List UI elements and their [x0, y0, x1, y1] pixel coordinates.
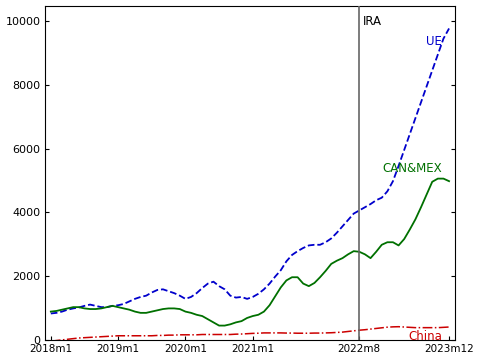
China — [182, 333, 188, 337]
CAN&MEX — [323, 269, 328, 273]
China — [317, 331, 323, 335]
CAN&MEX — [418, 205, 424, 210]
CAN&MEX — [182, 310, 188, 314]
China — [104, 334, 110, 338]
Text: China: China — [408, 330, 443, 343]
China — [272, 331, 278, 335]
China — [48, 339, 54, 343]
CAN&MEX — [435, 176, 441, 181]
China — [300, 331, 306, 336]
UE — [446, 26, 452, 31]
China — [143, 334, 149, 338]
Line: China: China — [51, 327, 449, 341]
CAN&MEX — [216, 323, 222, 328]
CAN&MEX — [446, 179, 452, 183]
Text: UE: UE — [426, 35, 443, 48]
China — [396, 324, 401, 329]
China — [446, 325, 452, 329]
Line: UE: UE — [51, 28, 449, 314]
UE — [317, 243, 323, 247]
CAN&MEX — [306, 284, 312, 288]
UE — [182, 297, 188, 301]
Text: IRA: IRA — [363, 15, 382, 28]
UE — [48, 311, 54, 316]
CAN&MEX — [104, 305, 110, 309]
UE — [272, 274, 278, 279]
Line: CAN&MEX: CAN&MEX — [51, 179, 449, 325]
CAN&MEX — [48, 310, 54, 314]
Text: CAN&MEX: CAN&MEX — [383, 162, 443, 175]
UE — [143, 293, 149, 298]
UE — [300, 246, 306, 250]
CAN&MEX — [278, 285, 284, 289]
UE — [104, 305, 110, 309]
